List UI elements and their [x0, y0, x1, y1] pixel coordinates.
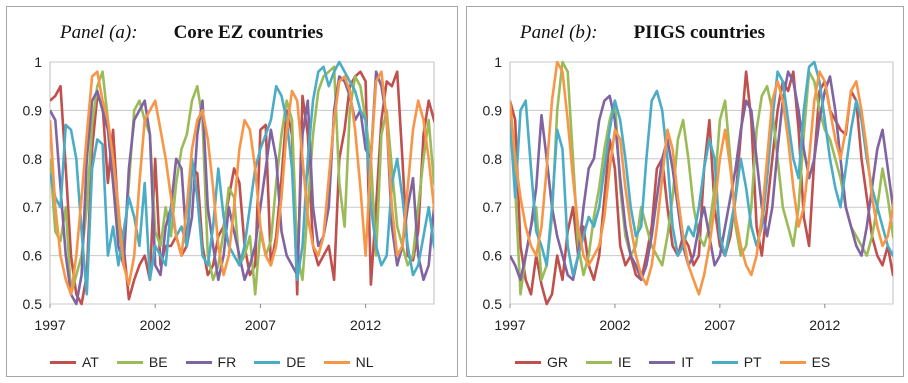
panel-a-title: Panel (a): Core EZ countries	[60, 22, 323, 44]
panel-a-legend: AT BE FR DE NL	[50, 354, 392, 370]
panel-b-y-tick-label: 0.7	[483, 199, 503, 215]
legend-label: IE	[618, 354, 632, 370]
panel-b-y-tick-label: 0.5	[483, 296, 503, 312]
panel-b-title: Panel (b): PIIGS countries	[520, 22, 765, 44]
panel-a-x-tick-label: 1997	[34, 317, 65, 333]
legend-label: GR	[547, 354, 568, 370]
panel-a-x-tick-label: 2012	[350, 317, 381, 333]
legend-swatch	[586, 360, 612, 364]
panel-b-heading: PIIGS countries	[633, 22, 765, 43]
panel-b-x-tick-label: 2002	[599, 317, 630, 333]
legend-item-gr: GR	[515, 354, 568, 370]
panel-b-label: Panel (b):	[520, 22, 598, 43]
panel-b-y-tick-label: 0.6	[483, 248, 503, 264]
legend-item-nl: NL	[323, 354, 374, 370]
legend-item-at: AT	[50, 354, 99, 370]
panel-a-y-tick-label: 0.5	[23, 296, 43, 312]
legend-swatch	[711, 360, 738, 364]
legend-label: PT	[743, 354, 762, 370]
panel-a-series-at-line	[50, 70, 434, 306]
panel-a-y-tick-label: 0.9	[23, 102, 43, 118]
panel-b-x-tick-label: 2012	[809, 317, 840, 333]
legend-item-be: BE	[116, 354, 168, 370]
panel-b-series-ie-line	[510, 60, 893, 296]
legend-item-de: DE	[254, 354, 306, 370]
panel-b-y-tick-label: 0.8	[483, 151, 503, 167]
legend-item-it: IT	[649, 354, 694, 370]
panel-b-x-tick-label: 2007	[704, 317, 735, 333]
legend-swatch	[50, 360, 76, 364]
panel-b-y-tick-label: 0.9	[483, 102, 503, 118]
panel-b-series-it-line	[510, 70, 893, 282]
legend-swatch	[323, 360, 350, 364]
legend-label: IT	[681, 354, 694, 370]
panel-a-y-tick-label: 0.6	[23, 248, 43, 264]
legend-item-ie: IE	[586, 354, 631, 370]
panel-a-heading: Core EZ countries	[173, 22, 324, 43]
legend-item-es: ES	[779, 354, 831, 370]
panel-a-y-tick-label: 1	[34, 54, 42, 70]
panel-b-series-es-line	[510, 60, 893, 296]
panel-a-x-tick-label: 2002	[140, 317, 171, 333]
legend-label: NL	[355, 354, 374, 370]
legend-swatch	[779, 360, 806, 364]
legend-swatch	[116, 360, 143, 364]
legend-swatch	[515, 360, 541, 364]
panel-a-x-tick-label: 2007	[245, 317, 276, 333]
panel-b-frame	[466, 6, 904, 377]
panel-a-series-be-line	[50, 65, 434, 296]
legend-label: DE	[286, 354, 306, 370]
panel-a-series-nl-line	[50, 70, 434, 296]
panel-a-label: Panel (a):	[60, 22, 138, 43]
legend-item-pt: PT	[711, 354, 762, 370]
legend-label: BE	[148, 354, 168, 370]
panel-a-y-tick-label: 0.8	[23, 151, 43, 167]
panel-b-y-tick-label: 1	[494, 54, 502, 70]
panel-b-x-tick-label: 1997	[494, 317, 525, 333]
legend-label: AT	[82, 354, 99, 370]
legend-swatch	[254, 360, 281, 364]
panel-b-series-pt-line	[510, 60, 893, 277]
legend-label: FR	[217, 354, 237, 370]
legend-swatch	[649, 360, 676, 364]
legend-swatch	[185, 360, 212, 364]
legend-label: ES	[811, 354, 831, 370]
panel-a-y-tick-label: 0.7	[23, 199, 43, 215]
panel-a-series-de-line	[50, 60, 434, 296]
panel-b-legend: GR IE IT PT ES	[515, 354, 848, 370]
legend-item-fr: FR	[185, 354, 237, 370]
